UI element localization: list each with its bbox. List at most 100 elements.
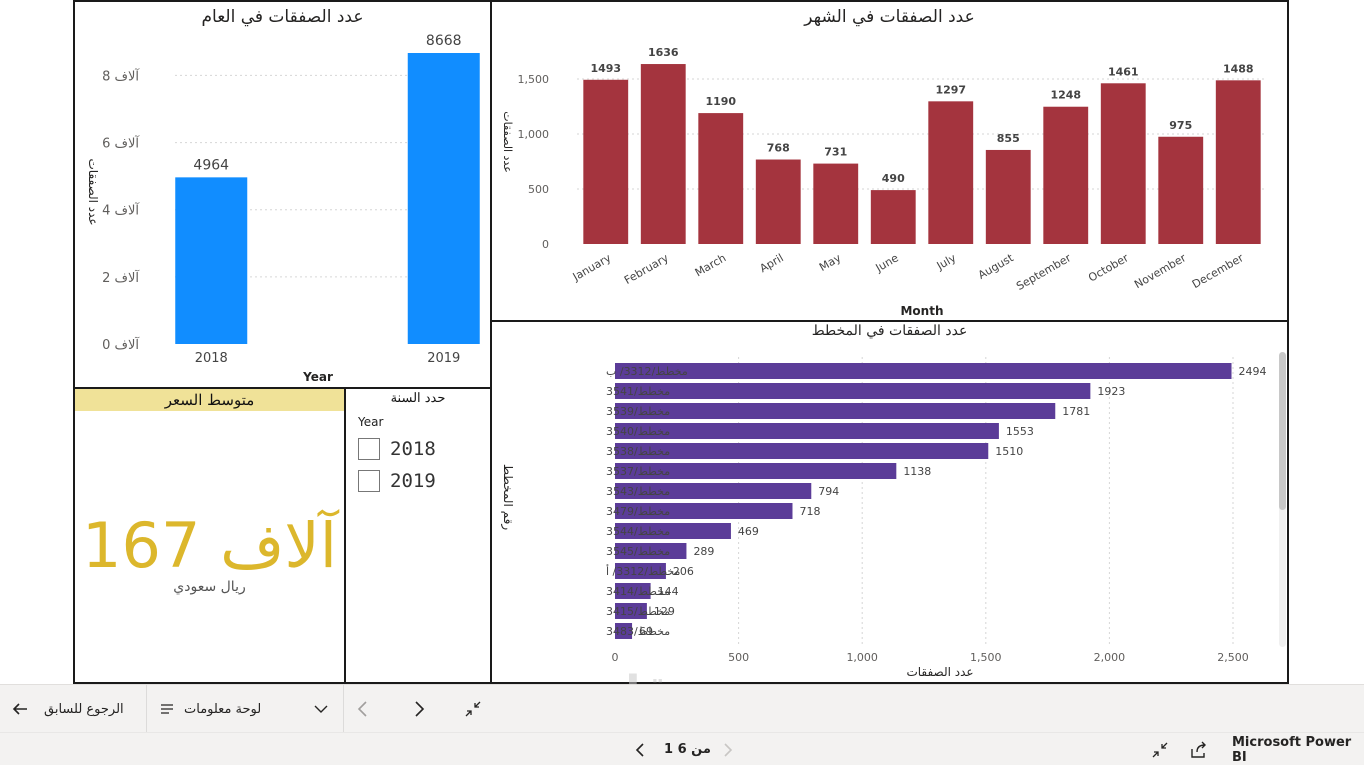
month-chart: 0 500 1,000 1,500 1493 January 1636 February 119… [501, 46, 1267, 318]
report-navbar: الرجوع للسابق لوحة معلومات [0, 684, 1364, 733]
dashboard-menu-label: لوحة معلومات [184, 701, 262, 717]
data-label: 8668 [426, 33, 462, 49]
bar [615, 363, 1232, 379]
x-tick-label: 2018 [195, 351, 228, 366]
plan-chart: 0 500 1,000 1,500 2,000 2,500 2494 مخطط/3312/ ب… [500, 357, 1267, 679]
data-label: 1493 [590, 62, 621, 75]
y-tick-label: مخطط/3544 [606, 525, 670, 538]
bar [813, 163, 859, 244]
x-tick-label: February [622, 251, 671, 287]
x-tick-label: November [1132, 251, 1188, 291]
data-label: 975 [1169, 119, 1192, 132]
collapse-icon [1152, 742, 1168, 757]
x-tick-label: 2019 [427, 351, 460, 366]
share-icon [1191, 741, 1206, 758]
y-tick-label: 500 [528, 183, 549, 196]
share-button[interactable] [1189, 733, 1209, 766]
plan-chart-scrollbar[interactable] [1279, 352, 1286, 647]
x-tick-label: 1,000 [846, 651, 878, 664]
bar [615, 443, 989, 459]
data-label: 4964 [193, 157, 229, 173]
x-tick-label: August [976, 251, 1016, 282]
x-tick-label: April [757, 251, 785, 275]
x-tick-label: December [1190, 251, 1246, 291]
arrow-left-icon [12, 703, 27, 715]
next-page-button[interactable] [412, 685, 438, 733]
bar [615, 383, 1091, 399]
bar [615, 623, 633, 639]
y-tick-label: مخطط/3537 [606, 465, 670, 478]
data-label: 129 [654, 605, 675, 618]
bar [755, 159, 801, 244]
year-slicer-option-2019[interactable]: 2019 [358, 470, 436, 492]
chevron-left-icon [357, 701, 367, 717]
x-tick-label: July [934, 251, 959, 273]
data-label: 206 [673, 565, 694, 578]
y-tick-label: مخطط/3415 [606, 605, 670, 618]
data-label: 855 [997, 132, 1020, 145]
avg-price-title: متوسط السعر [75, 389, 344, 411]
y-axis-title: رقم المخطط [500, 464, 515, 530]
data-label: 1461 [1108, 65, 1139, 78]
bar [1100, 83, 1146, 244]
dashboard-menu[interactable]: لوحة معلومات [160, 685, 335, 733]
year-chart-title: عدد الصفقات في العام [201, 7, 364, 27]
x-tick-label: 2,000 [1094, 651, 1126, 664]
data-label: 69 [639, 625, 653, 638]
page-indicator: 1 من 6 [664, 742, 711, 757]
y-tick-label: مخطط/3540 [606, 425, 670, 438]
chevron-down-icon [314, 705, 328, 713]
plan-chart-panel[interactable]: عدد الصفقات في المخطط 0 500 1,000 1,500 2,00… [490, 320, 1289, 684]
back-button[interactable]: الرجوع للسابق [10, 685, 145, 733]
bar [615, 463, 897, 479]
y-tick-label: مخطط/3541 [606, 385, 670, 398]
avg-price-value: 167 آلاف [82, 509, 337, 582]
y-axis-title: عدد الصفقات [501, 111, 514, 173]
y-tick-label: 0 آلاف [102, 336, 140, 353]
data-label: 1553 [1006, 425, 1034, 438]
data-label: 731 [824, 146, 847, 159]
fit-to-page-button[interactable] [1151, 733, 1169, 766]
chevron-left-icon [635, 742, 644, 757]
page-next-button[interactable] [722, 733, 734, 766]
x-tick-label: June [873, 251, 901, 275]
exit-focus-button[interactable] [464, 685, 490, 733]
year-chart: 0 آلاف 2 آلاف 4 آلاف 6 آلاف 8 آلاف 4964 2018 86… [86, 33, 480, 384]
data-label: 794 [818, 485, 839, 498]
month-chart-panel[interactable]: عدد الصفقات في الشهر 0 500 1,000 1,500 1493 J… [490, 0, 1289, 322]
data-label: 1636 [648, 46, 679, 59]
bar [615, 483, 812, 499]
bar [615, 503, 793, 519]
page-prev-button[interactable] [634, 733, 646, 766]
app-name: Microsoft Power BI [1232, 734, 1352, 765]
bar [1043, 106, 1089, 244]
x-axis-title: عدد الصفقات [906, 665, 973, 679]
x-tick-label: 0 [612, 651, 619, 664]
y-tick-label: مخطط/3312/ ب [606, 365, 688, 378]
year-slicer-option-2018[interactable]: 2018 [358, 438, 436, 460]
year-chart-panel[interactable]: عدد الصفقات في العام 0 آلاف 2 آلاف 4 آلاف 6… [73, 0, 492, 389]
bar [615, 583, 651, 599]
y-tick-label: 6 آلاف [102, 135, 140, 152]
bar [870, 190, 916, 244]
year-slicer-option-label: 2019 [390, 470, 436, 492]
checkbox-2018[interactable] [358, 438, 380, 460]
bar [615, 423, 999, 439]
chevron-right-icon [415, 701, 425, 717]
checkbox-2019[interactable] [358, 470, 380, 492]
bar [615, 543, 687, 559]
data-label: 1781 [1062, 405, 1090, 418]
plan-chart-scrollbar-thumb[interactable] [1279, 352, 1286, 510]
year-slicer-title: حدد السنة [390, 391, 446, 406]
avg-price-card: متوسط السعر 167 آلاف ريال سعودي [73, 387, 346, 684]
data-label: 144 [658, 585, 679, 598]
bar [985, 149, 1031, 244]
data-label: 1248 [1050, 89, 1081, 102]
y-tick-label: 1,000 [518, 128, 550, 141]
bar [615, 403, 1056, 419]
y-tick-label: مخطط/3545 [606, 545, 670, 558]
y-tick-label: مخطط/3543 [606, 485, 670, 498]
chevron-right-icon [724, 742, 733, 757]
data-label: 1138 [903, 465, 931, 478]
previous-page-button[interactable] [356, 685, 382, 733]
